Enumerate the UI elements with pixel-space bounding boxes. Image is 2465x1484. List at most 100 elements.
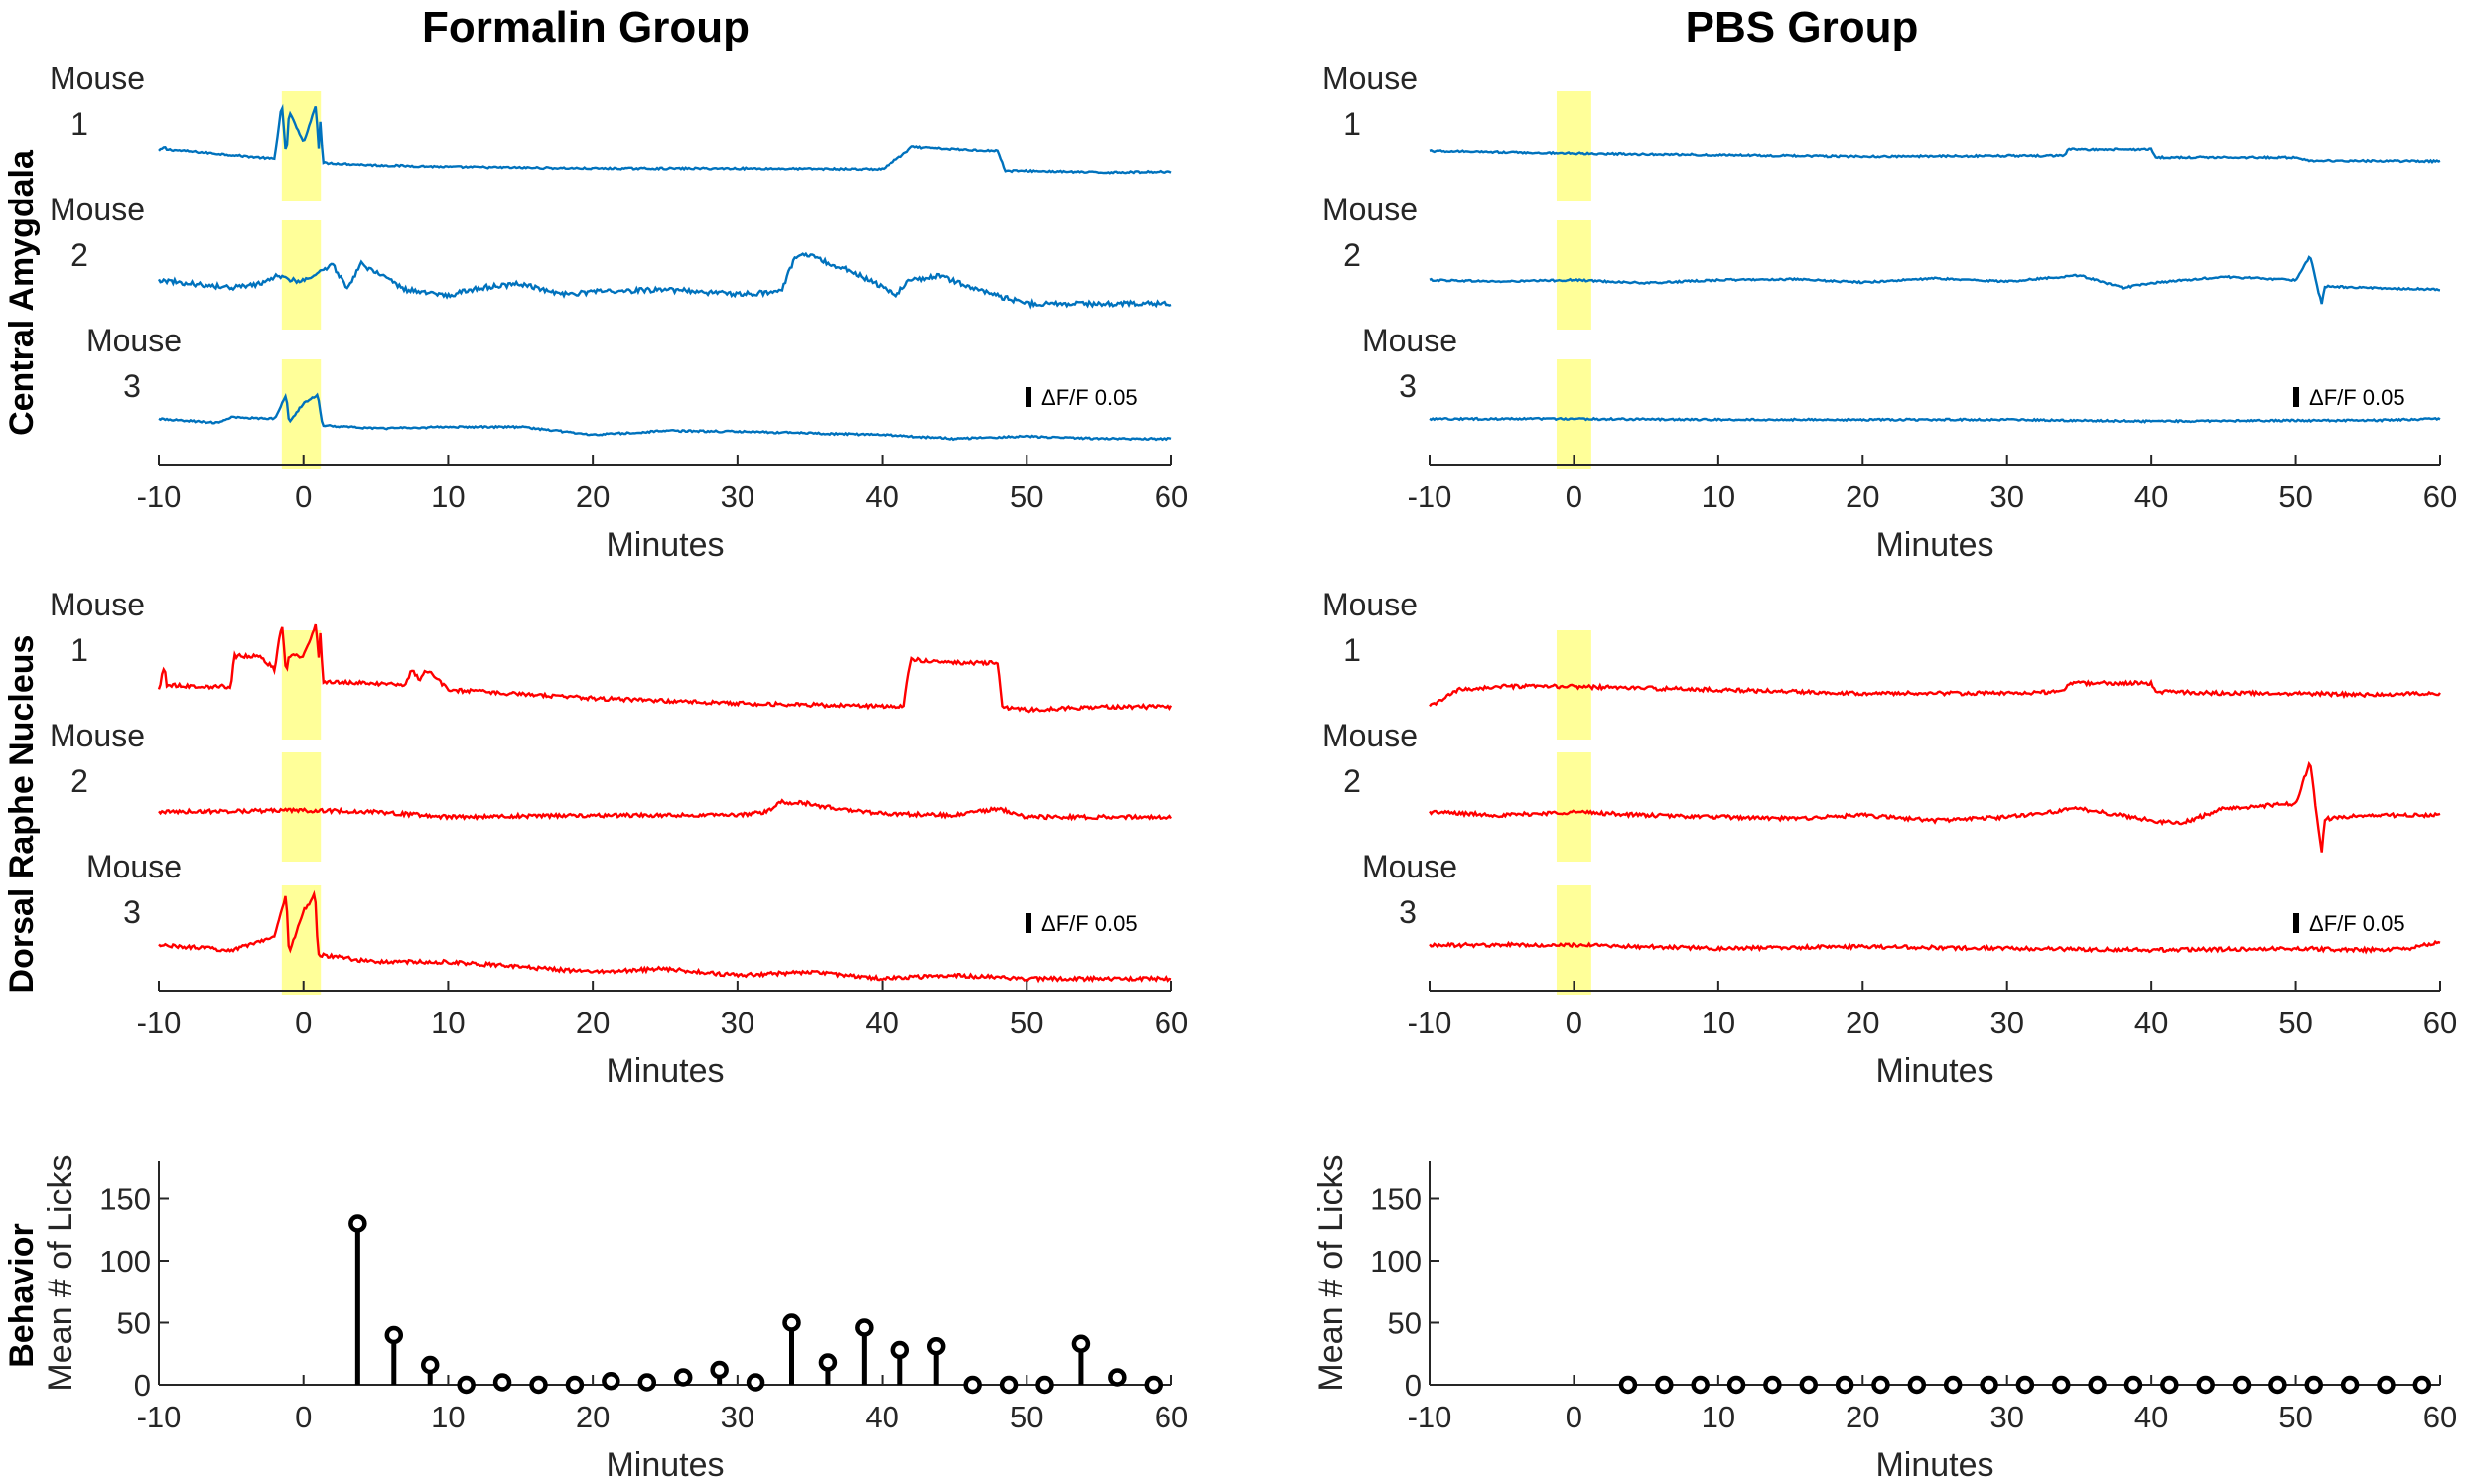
formalin-drn-x-axis-label: Minutes	[606, 1052, 724, 1090]
formalin-behavior-stem-marker	[818, 1353, 838, 1372]
formalin-cea-x-tick-label: 10	[431, 479, 465, 514]
pbs-behavior-stem-marker	[1763, 1375, 1782, 1395]
pbs-behavior-x-tick-label: 50	[2278, 1400, 2312, 1434]
formalin-drn-scale-bar	[1026, 913, 1031, 933]
formalin-drn-mouse-label-2: Mouse	[50, 718, 145, 753]
formalin-drn-trace-mouse-1	[157, 623, 1173, 714]
pbs-cea-x-tick-label: 60	[2423, 479, 2457, 514]
formalin-behavior-stem-marker	[529, 1375, 548, 1395]
formalin-behavior-y-tick-label: 0	[134, 1368, 151, 1403]
pbs-cea-scale-bar	[2293, 387, 2299, 407]
formalin-behavior-x-tick-label: -10	[137, 1400, 182, 1434]
formalin-behavior-stem-marker	[1144, 1375, 1164, 1395]
pbs-behavior-stem-marker	[2052, 1375, 2071, 1395]
pbs-drn-x-axis-label: Minutes	[1875, 1052, 1993, 1090]
pbs-drn-x-tick-label: 40	[2134, 1006, 2168, 1040]
pbs-drn-x-tick-label: 20	[1846, 1006, 1879, 1040]
pbs-behavior-x-tick-label: 40	[2134, 1400, 2168, 1434]
pbs-cea-mouse-number-2: 2	[1343, 237, 1361, 273]
pbs-behavior-x-tick-label: 20	[1846, 1400, 1879, 1434]
pbs-cea-injection-highlight-3	[1556, 359, 1591, 469]
pbs-behavior-stem-marker	[2015, 1375, 2035, 1395]
formalin-behavior-stem-marker	[746, 1373, 765, 1392]
pbs-behavior-stem-marker	[1907, 1375, 1927, 1395]
formalin-behavior-x-tick-label: 10	[431, 1400, 465, 1434]
formalin-cea-mouse-number-3: 3	[123, 368, 141, 404]
formalin-behavior-x-tick-label: 50	[1010, 1400, 1043, 1434]
formalin-behavior-stem-marker	[492, 1373, 512, 1392]
formalin-drn-injection-highlight-1	[281, 630, 322, 740]
pbs-drn-mouse-number-3: 3	[1399, 894, 1417, 930]
pbs-behavior-stem-marker	[1943, 1375, 1963, 1395]
pbs-behavior-stem-marker	[2160, 1375, 2179, 1395]
row-label-dorsal-raphe: Dorsal Raphe Nucleus	[3, 635, 41, 994]
row-label-behavior: Behavior	[3, 1223, 41, 1368]
pbs-behavior-stem-marker	[2377, 1375, 2396, 1395]
formalin-cea-x-axis-label: Minutes	[606, 526, 724, 564]
formalin-drn-x-tick-label: -10	[137, 1006, 182, 1040]
pbs-cea-mouse-number-1: 1	[1343, 106, 1361, 142]
formalin-behavior-stem-marker	[782, 1313, 801, 1332]
pbs-drn-trace-mouse-2	[1429, 760, 2441, 853]
pbs-behavior-x-tick-label: 0	[1566, 1400, 1582, 1434]
formalin-cea-mouse-label-1: Mouse	[50, 61, 145, 96]
formalin-cea-x-tick-label: 40	[865, 479, 898, 514]
formalin-cea-mouse-number-1: 1	[70, 106, 88, 142]
pbs-drn-mouse-label-1: Mouse	[1322, 587, 1418, 622]
pbs-cea-injection-highlight-1	[1556, 91, 1591, 201]
pbs-behavior-stem-marker	[1835, 1375, 1854, 1395]
pbs-cea-x-tick-label: 40	[2134, 479, 2168, 514]
formalin-cea-x-tick-label: 60	[1155, 479, 1188, 514]
pbs-cea-mouse-number-3: 3	[1399, 368, 1417, 404]
formalin-drn-x-tick-label: 10	[431, 1006, 465, 1040]
formalin-behavior-stem-marker	[420, 1355, 440, 1375]
formalin-behavior-stem-marker	[602, 1372, 620, 1391]
formalin-drn-x-tick-label: 20	[576, 1006, 610, 1040]
formalin-drn-scale-bar-label: ΔF/F 0.05	[1041, 911, 1138, 936]
pbs-behavior-x-tick-label: 60	[2423, 1400, 2457, 1434]
pbs-behavior-stem-marker	[2268, 1375, 2287, 1395]
formalin-behavior-stem-marker	[963, 1375, 982, 1395]
formalin-behavior-y-tick-label: 50	[117, 1306, 151, 1341]
pbs-behavior-stem-marker	[2196, 1375, 2215, 1395]
pbs-drn-mouse-label-2: Mouse	[1322, 718, 1418, 753]
formalin-behavior-stem-marker	[565, 1375, 585, 1395]
pbs-behavior-stem-marker	[1980, 1375, 1998, 1395]
formalin-cea-x-tick-label: 50	[1010, 479, 1043, 514]
pbs-drn-x-tick-label: 30	[1989, 1006, 2023, 1040]
pbs-drn-mouse-label-3: Mouse	[1362, 849, 1457, 884]
formalin-behavior-stem-marker	[637, 1373, 657, 1392]
pbs-behavior-y-axis-label: Mean # of Licks	[1312, 1154, 1350, 1391]
formalin-behavior-x-tick-label: 40	[865, 1400, 898, 1434]
formalin-drn-x-tick-label: 30	[721, 1006, 754, 1040]
pbs-behavior-stem-marker	[2412, 1375, 2432, 1395]
formalin-drn-x-tick-label: 50	[1010, 1006, 1043, 1040]
formalin-cea-mouse-label-3: Mouse	[86, 323, 182, 358]
pbs-cea-x-tick-label: 10	[1702, 479, 1735, 514]
pbs-cea-x-axis-label: Minutes	[1875, 526, 1993, 564]
formalin-behavior-stem-marker	[999, 1375, 1019, 1395]
formalin-drn-x-tick-label: 60	[1155, 1006, 1188, 1040]
pbs-behavior-x-tick-label: 30	[1989, 1400, 2023, 1434]
pbs-cea-trace-mouse-1	[1429, 147, 2441, 164]
formalin-cea-trace-mouse-2	[157, 251, 1172, 310]
pbs-behavior-stem-marker	[2088, 1375, 2107, 1395]
formalin-drn-mouse-number-1: 1	[70, 632, 88, 668]
pbs-cea-x-tick-label: 50	[2278, 479, 2312, 514]
formalin-cea-scale-bar-label: ΔF/F 0.05	[1041, 385, 1138, 410]
formalin-behavior-stem-marker	[457, 1375, 476, 1395]
formalin-drn-x-tick-label: 40	[865, 1006, 898, 1040]
formalin-behavior-stem-marker	[1035, 1375, 1054, 1395]
formalin-cea-mouse-number-2: 2	[70, 237, 88, 273]
formalin-behavior-stem-marker	[348, 1214, 367, 1233]
formalin-cea-trace-mouse-1	[158, 103, 1172, 175]
formalin-behavior-stem-marker	[710, 1360, 729, 1380]
pbs-drn-injection-highlight-3	[1556, 885, 1591, 995]
formalin-drn-trace-mouse-2	[158, 798, 1172, 822]
formalin-behavior-x-tick-label: 60	[1155, 1400, 1188, 1434]
formalin-behavior-x-tick-label: 0	[295, 1400, 312, 1434]
formalin-behavior-stem-marker	[1108, 1368, 1127, 1387]
pbs-cea-trace-mouse-3	[1429, 416, 2441, 424]
pbs-drn-scale-bar-label: ΔF/F 0.05	[2309, 911, 2405, 936]
formalin-behavior-y-tick-label: 100	[99, 1244, 151, 1279]
